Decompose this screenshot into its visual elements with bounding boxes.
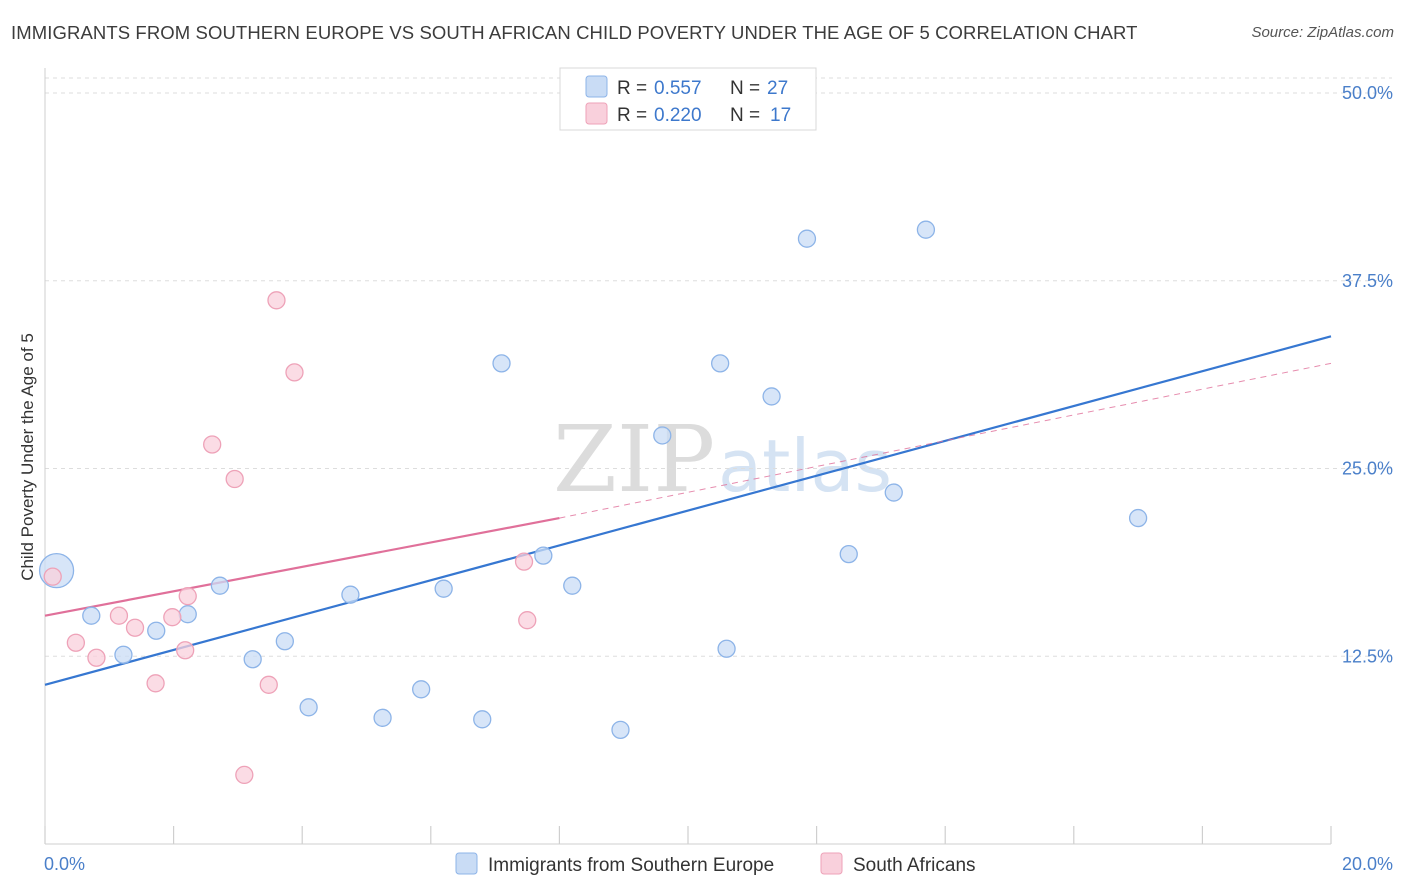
watermark: ZIP atlas xyxy=(553,406,892,513)
bottom-legend-label-pink: South Africans xyxy=(853,855,976,876)
point-blue xyxy=(563,576,582,595)
point-blue xyxy=(412,680,431,699)
y-tick-label: 37.5% xyxy=(1342,271,1393,291)
bottom-legend-swatch-pink xyxy=(820,852,843,875)
point-blue xyxy=(797,229,817,248)
point-blue xyxy=(711,354,730,373)
y-tick-label: 50.0% xyxy=(1342,83,1393,103)
point-blue xyxy=(341,585,360,604)
point-pink xyxy=(176,641,195,660)
point-pink xyxy=(514,552,534,571)
point-blue xyxy=(147,621,166,640)
point-pink xyxy=(518,611,537,630)
point-blue xyxy=(1128,508,1148,528)
legend: R = 0.557 N = 27 R = 0.220 N = 17 xyxy=(559,67,817,131)
point-blue xyxy=(653,426,672,445)
legend-n-value-pink: 17 xyxy=(770,105,791,126)
point-blue xyxy=(717,639,736,658)
y-tick-labels: 12.5% 25.0% 37.5% 50.0% xyxy=(1342,83,1393,666)
point-pink xyxy=(109,606,129,625)
trend-line-blue xyxy=(44,335,1332,686)
bottom-legend-label-blue: Immigrants from Southern Europe xyxy=(488,855,774,876)
point-blue xyxy=(243,650,262,669)
point-pink xyxy=(87,648,106,667)
point-blue xyxy=(114,645,133,664)
point-pink xyxy=(235,765,254,785)
legend-r-label-blue: R = xyxy=(617,78,647,99)
point-blue xyxy=(492,354,511,373)
x-tick-labels: 0.0% 20.0% xyxy=(44,854,1393,874)
point-pink xyxy=(203,435,222,454)
point-pink xyxy=(225,469,244,489)
legend-swatch-blue xyxy=(585,75,608,98)
data-points xyxy=(38,220,1148,785)
legend-r-label-pink: R = xyxy=(617,105,647,126)
chart-title: IMMIGRANTS FROM SOUTHERN EUROPE VS SOUTH… xyxy=(11,22,1138,43)
y-tick-label: 25.0% xyxy=(1342,459,1393,479)
point-blue xyxy=(611,720,630,740)
bottom-legend: Immigrants from Southern Europe South Af… xyxy=(455,852,976,876)
legend-r-value-blue: 0.557 xyxy=(654,78,702,99)
legend-swatch-pink xyxy=(585,102,608,125)
axes xyxy=(44,68,1332,845)
point-pink xyxy=(125,618,145,637)
point-blue xyxy=(916,220,936,239)
point-blue xyxy=(275,632,294,651)
legend-n-value-blue: 27 xyxy=(767,78,788,99)
legend-r-value-pink: 0.220 xyxy=(654,105,702,126)
point-blue xyxy=(82,606,101,625)
point-pink xyxy=(267,291,286,310)
point-blue xyxy=(299,698,318,717)
source-credit: Source: ZipAtlas.com xyxy=(1251,24,1394,41)
y-tick-label: 12.5% xyxy=(1342,646,1393,666)
point-blue xyxy=(434,579,453,598)
point-pink xyxy=(43,567,62,586)
bottom-legend-swatch-blue xyxy=(455,852,478,875)
point-blue xyxy=(534,546,553,565)
x-tick-label-min: 0.0% xyxy=(44,854,85,874)
point-blue xyxy=(884,483,903,502)
trend-lines xyxy=(44,335,1332,686)
point-pink xyxy=(163,608,182,627)
watermark-zip: ZIP xyxy=(553,406,715,513)
legend-n-label-pink: N = xyxy=(730,105,760,126)
trend-line-pink xyxy=(44,516,560,617)
point-blue xyxy=(373,708,392,727)
point-blue xyxy=(762,387,781,406)
point-pink xyxy=(146,674,165,693)
legend-n-label-blue: N = xyxy=(730,78,760,99)
point-pink xyxy=(259,675,278,694)
point-pink xyxy=(66,633,86,652)
point-blue xyxy=(839,544,858,564)
point-pink xyxy=(178,587,197,606)
point-blue xyxy=(178,605,197,624)
point-pink xyxy=(285,363,304,382)
y-axis-label: Child Poverty Under the Age of 5 xyxy=(18,333,37,581)
point-blue xyxy=(473,710,492,729)
point-blue xyxy=(210,576,230,595)
x-tick-label-max: 20.0% xyxy=(1342,854,1393,874)
